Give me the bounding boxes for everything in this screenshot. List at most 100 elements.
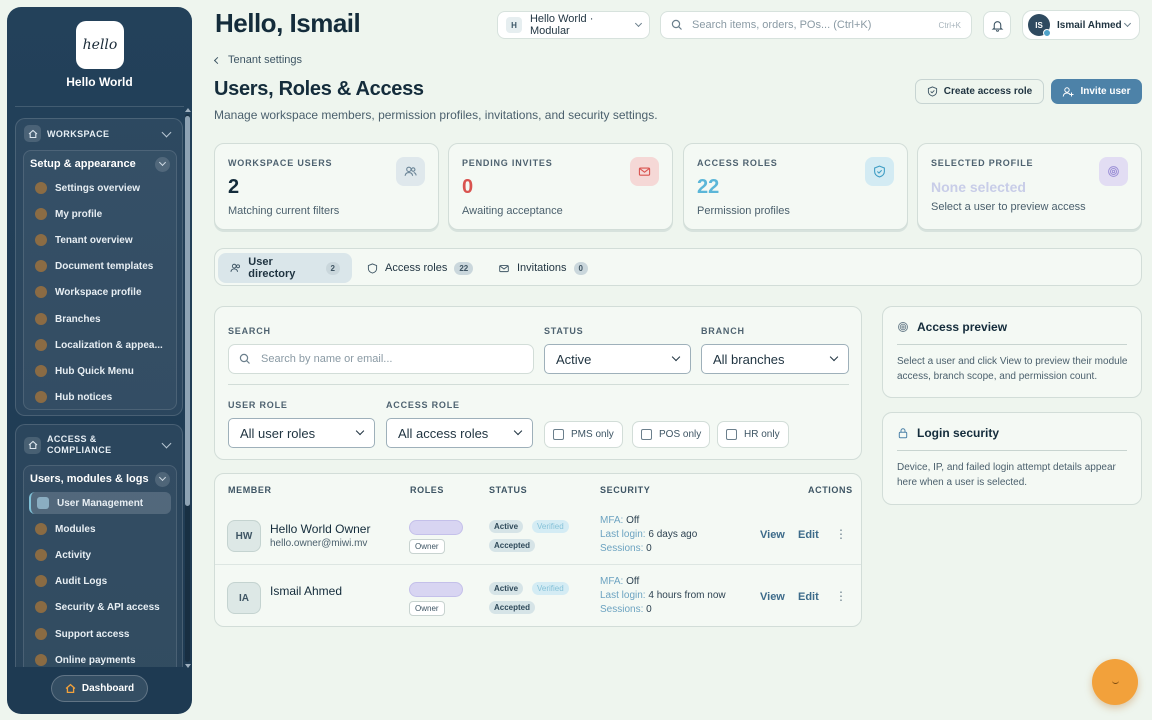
create-access-role-label: Create access role [943, 86, 1033, 97]
dashboard-button-label: Dashboard [81, 683, 135, 694]
login-security-title: Login security [897, 426, 999, 440]
workspace-group-header[interactable]: WORKSPACE [24, 125, 174, 142]
access-group-header[interactable]: ACCESS & COMPLIANCE [24, 433, 174, 457]
sidebar-item-settings-overview[interactable]: Settings overview [29, 177, 171, 199]
last-login-value: 4 hours from now [648, 590, 726, 601]
create-access-role-button[interactable]: Create access role [915, 79, 1044, 104]
sidebar-item-label: Branches [55, 313, 101, 325]
access-role-select[interactable]: All access roles [386, 418, 533, 448]
sidebar-item-tenant-overview[interactable]: Tenant overview [29, 229, 171, 251]
chevron-down-icon [155, 156, 170, 172]
global-search-input[interactable]: Search items, orders, POs... (Ctrl+K) Ct… [660, 11, 972, 39]
scroll-down-icon[interactable] [185, 664, 191, 668]
scrollbar-thumb[interactable] [185, 116, 190, 506]
home-icon [24, 125, 41, 142]
global-search-placeholder: Search items, orders, POs... (Ctrl+K) [692, 19, 872, 31]
sidebar-item-localization[interactable]: Localization & appea... [29, 334, 171, 356]
user-role-select[interactable]: All user roles [228, 418, 375, 448]
sidebar-item-security-api[interactable]: Security & API access [29, 596, 171, 618]
sidebar-item-branches[interactable]: Branches [29, 308, 171, 330]
search-icon [239, 353, 250, 364]
checkbox-box[interactable] [726, 429, 737, 440]
status-select[interactable]: Active [544, 344, 691, 374]
sidebar-item-document-templates[interactable]: Document templates [29, 255, 171, 277]
hr-only-checkbox[interactable]: HR only [717, 421, 789, 448]
logo: hello [76, 21, 124, 69]
workspace-selector[interactable]: H Hello World · Modular [497, 11, 650, 39]
sidebar-divider [15, 106, 184, 107]
scroll-up-icon[interactable] [185, 108, 191, 112]
access-role-label: ACCESS ROLE [386, 400, 460, 410]
search-label: SEARCH [228, 326, 271, 336]
sidebar-item-online-payments[interactable]: Online payments [29, 649, 171, 667]
setup-subgroup-header[interactable]: Setup & appearance [30, 156, 170, 172]
sidebar-item-modules[interactable]: Modules [29, 518, 171, 540]
user-menu[interactable]: IS Ismail Ahmed [1022, 10, 1140, 40]
sidebar-item-label: Modules [55, 523, 96, 535]
checkbox-label: PMS only [571, 429, 614, 440]
branch-select[interactable]: All branches [701, 344, 849, 374]
tab-user-directory[interactable]: User directory 2 [218, 253, 352, 283]
more-options-icon[interactable]: ⋮ [835, 527, 847, 541]
last-login: Last login: 4 hours from now [600, 590, 726, 601]
tab-invitations[interactable]: Invitations 0 [486, 253, 600, 283]
breadcrumb[interactable]: Tenant settings [213, 54, 302, 66]
mfa-key: MFA: [600, 515, 624, 526]
sidebar-item-label: Tenant overview [55, 234, 133, 246]
assistant-fab-button[interactable] [1092, 659, 1138, 705]
sidebar-item-label: Document templates [55, 260, 154, 272]
page-title: Users, Roles & Access [214, 78, 424, 100]
megaphone-icon [35, 391, 47, 403]
invite-user-button[interactable]: Invite user [1051, 79, 1142, 104]
greeting: Hello, Ismail [215, 8, 361, 38]
access-preview-title: Access preview [897, 320, 1007, 334]
users-icon [396, 157, 425, 186]
breadcrumb-label: Tenant settings [228, 54, 302, 66]
sidebar-item-hub-notices[interactable]: Hub notices [29, 386, 171, 408]
more-options-icon[interactable]: ⋮ [835, 589, 847, 603]
filters-divider [228, 384, 849, 385]
mail-icon [630, 157, 659, 186]
pms-only-checkbox[interactable]: PMS only [544, 421, 623, 448]
edit-button[interactable]: Edit [798, 591, 819, 603]
sidebar-item-label: Audit Logs [55, 575, 108, 587]
access-compliance-group: ACCESS & COMPLIANCE Users, modules & logs… [15, 424, 183, 667]
setup-subgroup: Setup & appearance Settings overview My … [23, 150, 177, 410]
view-button[interactable]: View [760, 529, 785, 541]
sidebar-item-user-management[interactable]: User Management [29, 492, 171, 514]
dashboard-button[interactable]: Dashboard [51, 675, 148, 702]
brand-name: Hello World [66, 75, 133, 89]
user-role-label: USER ROLE [228, 400, 288, 410]
sidebar-item-audit-logs[interactable]: Audit Logs [29, 570, 171, 592]
checkbox-box[interactable] [641, 429, 652, 440]
sidebar-item-activity[interactable]: Activity [29, 544, 171, 566]
sidebar-item-my-profile[interactable]: My profile [29, 203, 171, 225]
bell-icon [991, 20, 1003, 32]
member-search-input[interactable]: Search by name or email... [228, 344, 534, 374]
tab-access-roles[interactable]: Access roles 22 [355, 253, 485, 283]
sidebar-item-workspace-profile[interactable]: Workspace profile [29, 281, 171, 303]
tab-label: Access roles [385, 262, 448, 274]
users-subgroup-header[interactable]: Users, modules & logs [30, 471, 170, 487]
status-badge: Active [489, 582, 524, 595]
bar-chart-icon [35, 549, 47, 561]
sidebar-scrollbar[interactable] [185, 108, 191, 668]
pos-only-checkbox[interactable]: POS only [632, 421, 711, 448]
checkbox-box[interactable] [553, 429, 564, 440]
stat-label: ACCESS ROLES [697, 158, 778, 168]
edit-button[interactable]: Edit [798, 529, 819, 541]
user-plus-icon [1063, 86, 1074, 97]
user-name: Ismail Ahmed [1057, 19, 1122, 31]
view-button[interactable]: View [760, 591, 785, 603]
filters-panel: SEARCH Search by name or email... STATUS… [214, 306, 862, 460]
home-icon [24, 436, 41, 454]
sidebar-item-hub-quick-menu[interactable]: Hub Quick Menu [29, 360, 171, 382]
chevron-down-icon [513, 426, 523, 436]
sidebar-item-support-access[interactable]: Support access [29, 623, 171, 645]
setup-subgroup-label: Setup & appearance [30, 158, 136, 170]
sidebar-nav: WORKSPACE Setup & appearance Settings ov… [7, 107, 192, 667]
notifications-button[interactable] [983, 11, 1011, 39]
verified-badge: Verified [532, 520, 569, 533]
access-group-label: ACCESS & COMPLIANCE [47, 434, 112, 456]
menu-icon [35, 365, 47, 377]
